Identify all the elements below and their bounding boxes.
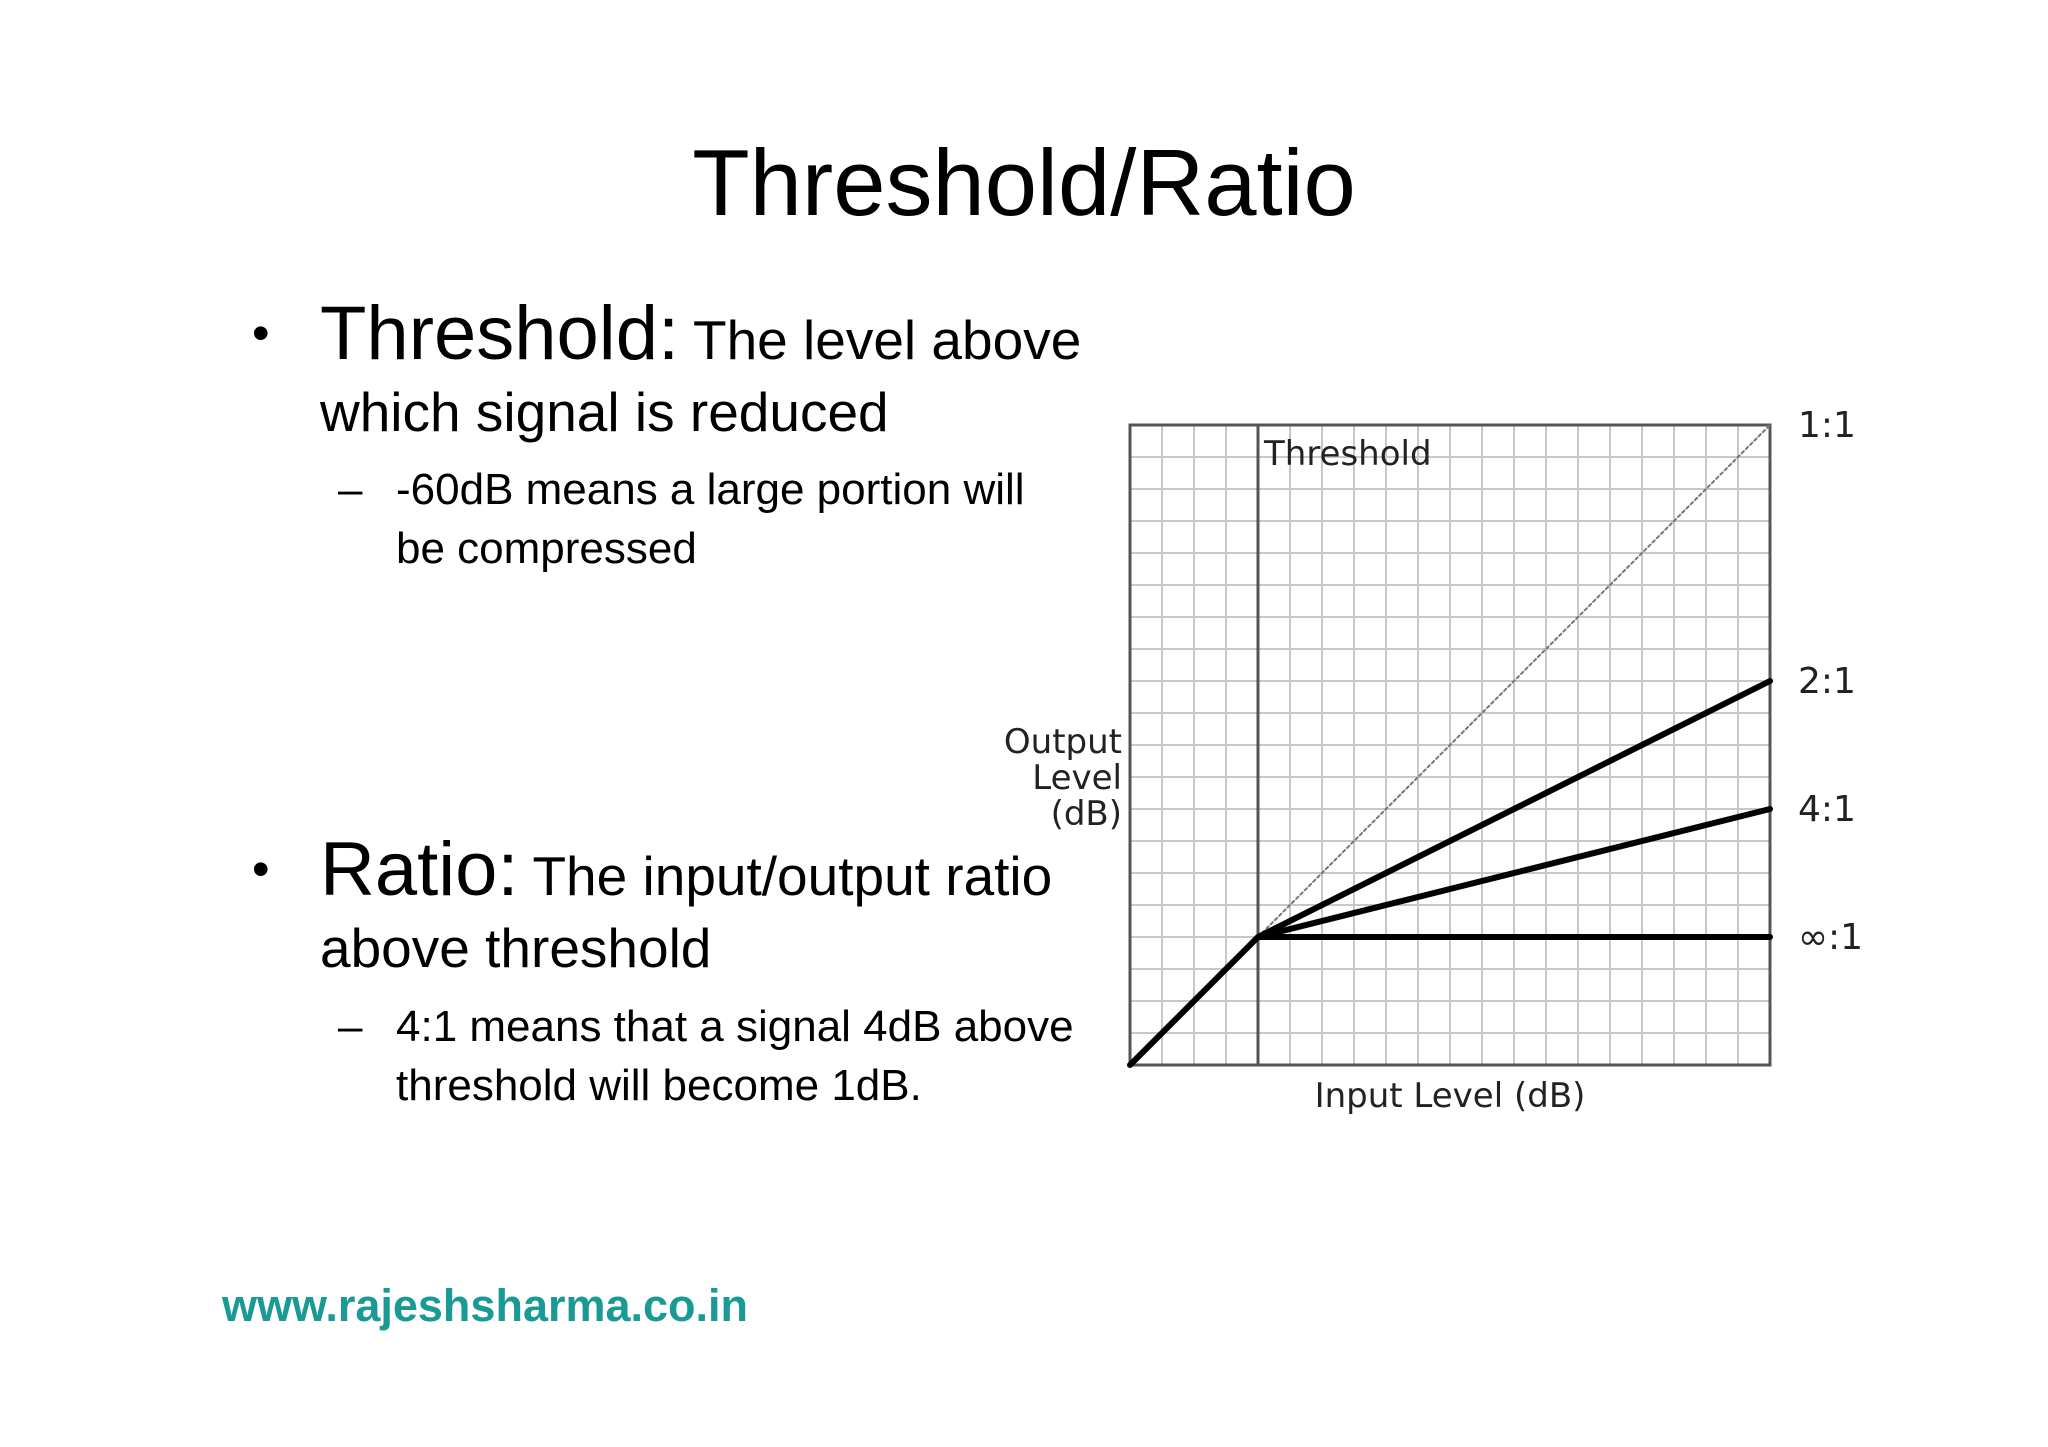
sub-bullet-dash: – xyxy=(338,1002,363,1051)
bullet-ratio-term: Ratio: xyxy=(320,827,519,912)
footer-url[interactable]: www.rajeshsharma.co.in xyxy=(222,1280,749,1331)
series-label: ∞:1 xyxy=(1798,917,1863,958)
bullet-glyph: • xyxy=(252,841,270,897)
bullet-glyph: • xyxy=(252,305,270,361)
sub-bullet-threshold-line2: be compressed xyxy=(396,524,697,573)
sub-bullet-ratio-line1: 4:1 means that a signal 4dB above xyxy=(396,1002,1074,1051)
below-threshold-line xyxy=(1127,934,1261,1068)
series-line-1:1 xyxy=(1257,424,1771,938)
sub-bullet-ratio-line2: threshold will become 1dB. xyxy=(396,1061,922,1110)
series-line-2:1 xyxy=(1255,678,1773,940)
sub-bullet-dash: – xyxy=(338,465,363,514)
series-label: 2:1 xyxy=(1798,661,1856,702)
series-line-4:1 xyxy=(1255,806,1773,940)
bullet-ratio-heading: Ratio: The input/output ratio xyxy=(320,826,1052,913)
bullet-ratio-desc-cont: above threshold xyxy=(320,917,712,979)
x-axis-label: Input Level (dB) xyxy=(1315,1076,1586,1116)
bullet-threshold-term: Threshold: xyxy=(320,291,680,376)
bullet-threshold-desc: The level above xyxy=(692,309,1082,371)
threshold-label: Threshold xyxy=(1263,434,1432,474)
y-axis-label: Output xyxy=(1004,722,1122,762)
y-axis-label: (dB) xyxy=(1051,794,1122,834)
y-axis-label: Level xyxy=(1032,758,1122,798)
bullet-threshold-heading: Threshold: The level above xyxy=(320,290,1081,377)
series-label: 1:1 xyxy=(1798,405,1856,446)
bullet-ratio-desc: The input/output ratio xyxy=(532,845,1053,907)
slide-title: Threshold/Ratio xyxy=(692,130,1356,235)
plot-frame xyxy=(1128,423,1772,1067)
series-label: 4:1 xyxy=(1798,789,1856,830)
bullet-threshold-desc-cont: which signal is reduced xyxy=(320,381,889,443)
sub-bullet-threshold-line1: -60dB means a large portion will xyxy=(396,465,1025,514)
